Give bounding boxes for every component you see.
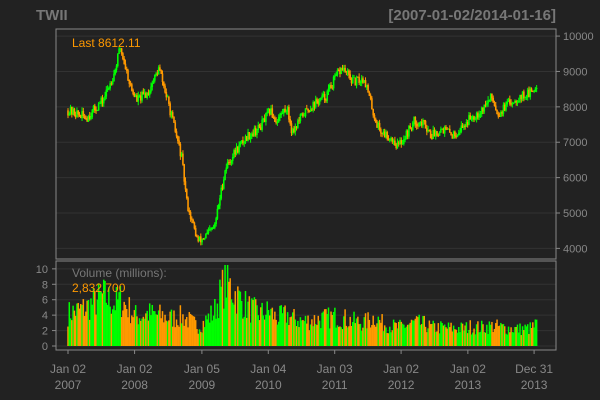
volume-tick-label: 6: [42, 295, 48, 307]
price-tick-label: 10000: [563, 31, 594, 43]
x-tick-label-line1: Jan 02: [383, 362, 419, 376]
x-tick-label-line2: 2009: [189, 378, 216, 392]
price-tick-label: 7000: [563, 137, 587, 149]
volume-tick-label: 2: [42, 326, 48, 338]
x-tick-label-line1: Jan 02: [50, 362, 86, 376]
x-tick-label-line1: Jan 05: [184, 362, 220, 376]
last-price-label: Last 8612.11: [72, 36, 141, 50]
price-tick-label: 4000: [563, 243, 587, 255]
volume-series: [67, 265, 538, 346]
chart-symbol-title: TWII: [36, 7, 68, 24]
price-series: [67, 46, 538, 246]
x-tick-label-line1: Dec 31: [515, 362, 553, 376]
price-tick-label: 6000: [563, 173, 587, 185]
volume-title: Volume (millions):: [72, 266, 167, 280]
volume-tick-label: 10: [36, 264, 48, 276]
volume-tick-label: 4: [42, 310, 48, 322]
x-tick-label-line2: 2013: [521, 378, 548, 392]
x-axis: Jan 02 2007 Jan 02 2008 Jan 05 2009 Jan 04 2010…: [50, 350, 553, 392]
x-tick-label-line2: 2007: [55, 378, 82, 392]
volume-tick-label: 0: [42, 341, 48, 353]
x-tick-label-line1: Jan 02: [450, 362, 486, 376]
x-tick-label-line1: Jan 04: [250, 362, 286, 376]
x-tick-label-line1: Jan 02: [117, 362, 153, 376]
price-panel-frame: [55, 28, 557, 260]
x-tick-label-line1: Jan 03: [317, 362, 353, 376]
price-axis-ticks: 4000 5000 6000 7000 8000 9000 10000: [556, 31, 594, 255]
price-tick-label: 9000: [563, 66, 587, 78]
volume-panel-frame: [55, 260, 557, 351]
price-tick-label: 5000: [563, 208, 587, 220]
x-tick-label-line2: 2011: [322, 378, 348, 392]
x-tick-label-line2: 2008: [121, 378, 148, 392]
volume-last-value: 2,832,700: [72, 281, 126, 295]
price-tick-label: 8000: [563, 102, 587, 114]
volume-tick-label: 8: [42, 279, 48, 291]
chart-date-range: [2007-01-02/2014-01-16]: [388, 7, 556, 24]
volume-axis-ticks: 0 2 4 6 8 10: [36, 264, 56, 353]
price-gridlines: [56, 35, 556, 249]
x-tick-label-line2: 2010: [255, 378, 282, 392]
x-tick-label-line2: 2012: [388, 378, 415, 392]
x-tick-label-line2: 2013: [455, 378, 482, 392]
